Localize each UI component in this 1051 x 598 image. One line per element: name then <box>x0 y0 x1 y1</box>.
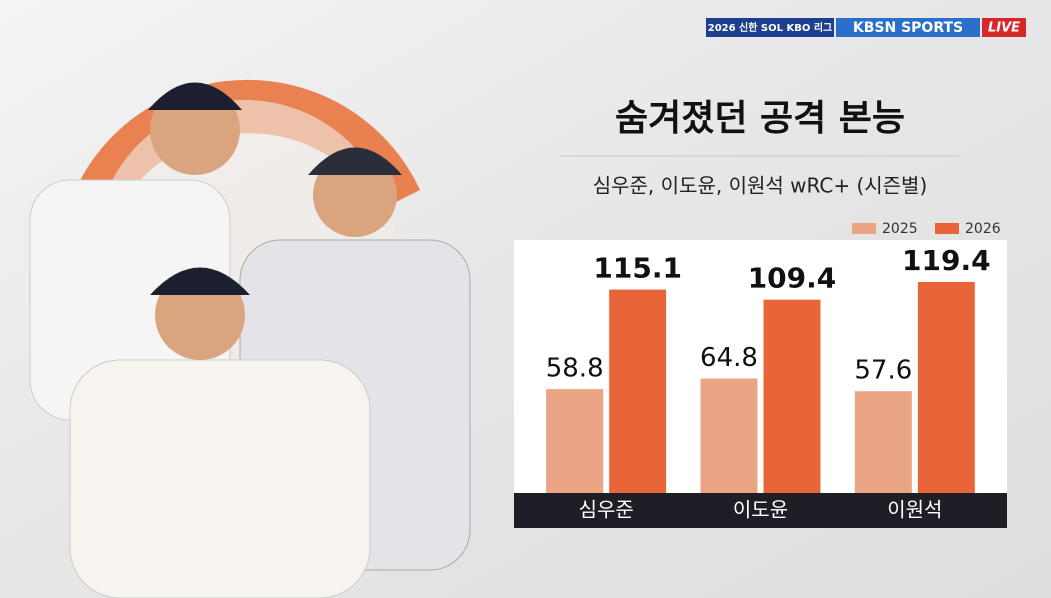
legend: 2025 2026 <box>852 221 1001 237</box>
value-label: 109.4 <box>748 262 837 295</box>
legend-label: 2025 <box>882 221 918 237</box>
broadcast-bug: 2026 신한 SOL KBO 리그 KBSN SPORTS LIVE <box>706 18 1026 37</box>
bar <box>763 299 821 493</box>
value-label: 119.4 <box>902 244 991 277</box>
network-logo: KBSN SPORTS <box>853 20 963 36</box>
player-photo <box>29 79 471 598</box>
x-tick-label: 이도윤 <box>733 498 788 522</box>
legend-swatch <box>935 223 959 234</box>
bar <box>546 389 604 493</box>
bar <box>700 378 758 493</box>
chart-title: 숨겨졌던 공격 본능 <box>615 98 905 139</box>
bar <box>854 391 912 493</box>
x-tick-label: 심우준 <box>579 498 634 522</box>
category-band <box>514 493 1007 528</box>
value-label: 64.8 <box>700 343 758 373</box>
plot: 심우준 58.8 115.1 이도윤 64.8 109.4 이원석 57.6 119.4 <box>546 244 991 522</box>
bar <box>917 282 975 493</box>
legend-label: 2026 <box>965 221 1001 237</box>
value-label: 57.6 <box>854 356 912 386</box>
x-tick-label: 이원석 <box>887 498 942 522</box>
value-label: 115.1 <box>593 252 682 285</box>
bar <box>609 289 667 493</box>
legend-swatch <box>852 223 876 234</box>
value-label: 58.8 <box>546 354 604 384</box>
league-logo: 2026 신한 SOL KBO 리그 <box>708 21 833 34</box>
chart-subtitle: 심우준, 이도윤, 이원석 wRC+ (시즌별) <box>593 174 928 198</box>
live-badge: LIVE <box>988 21 1020 36</box>
